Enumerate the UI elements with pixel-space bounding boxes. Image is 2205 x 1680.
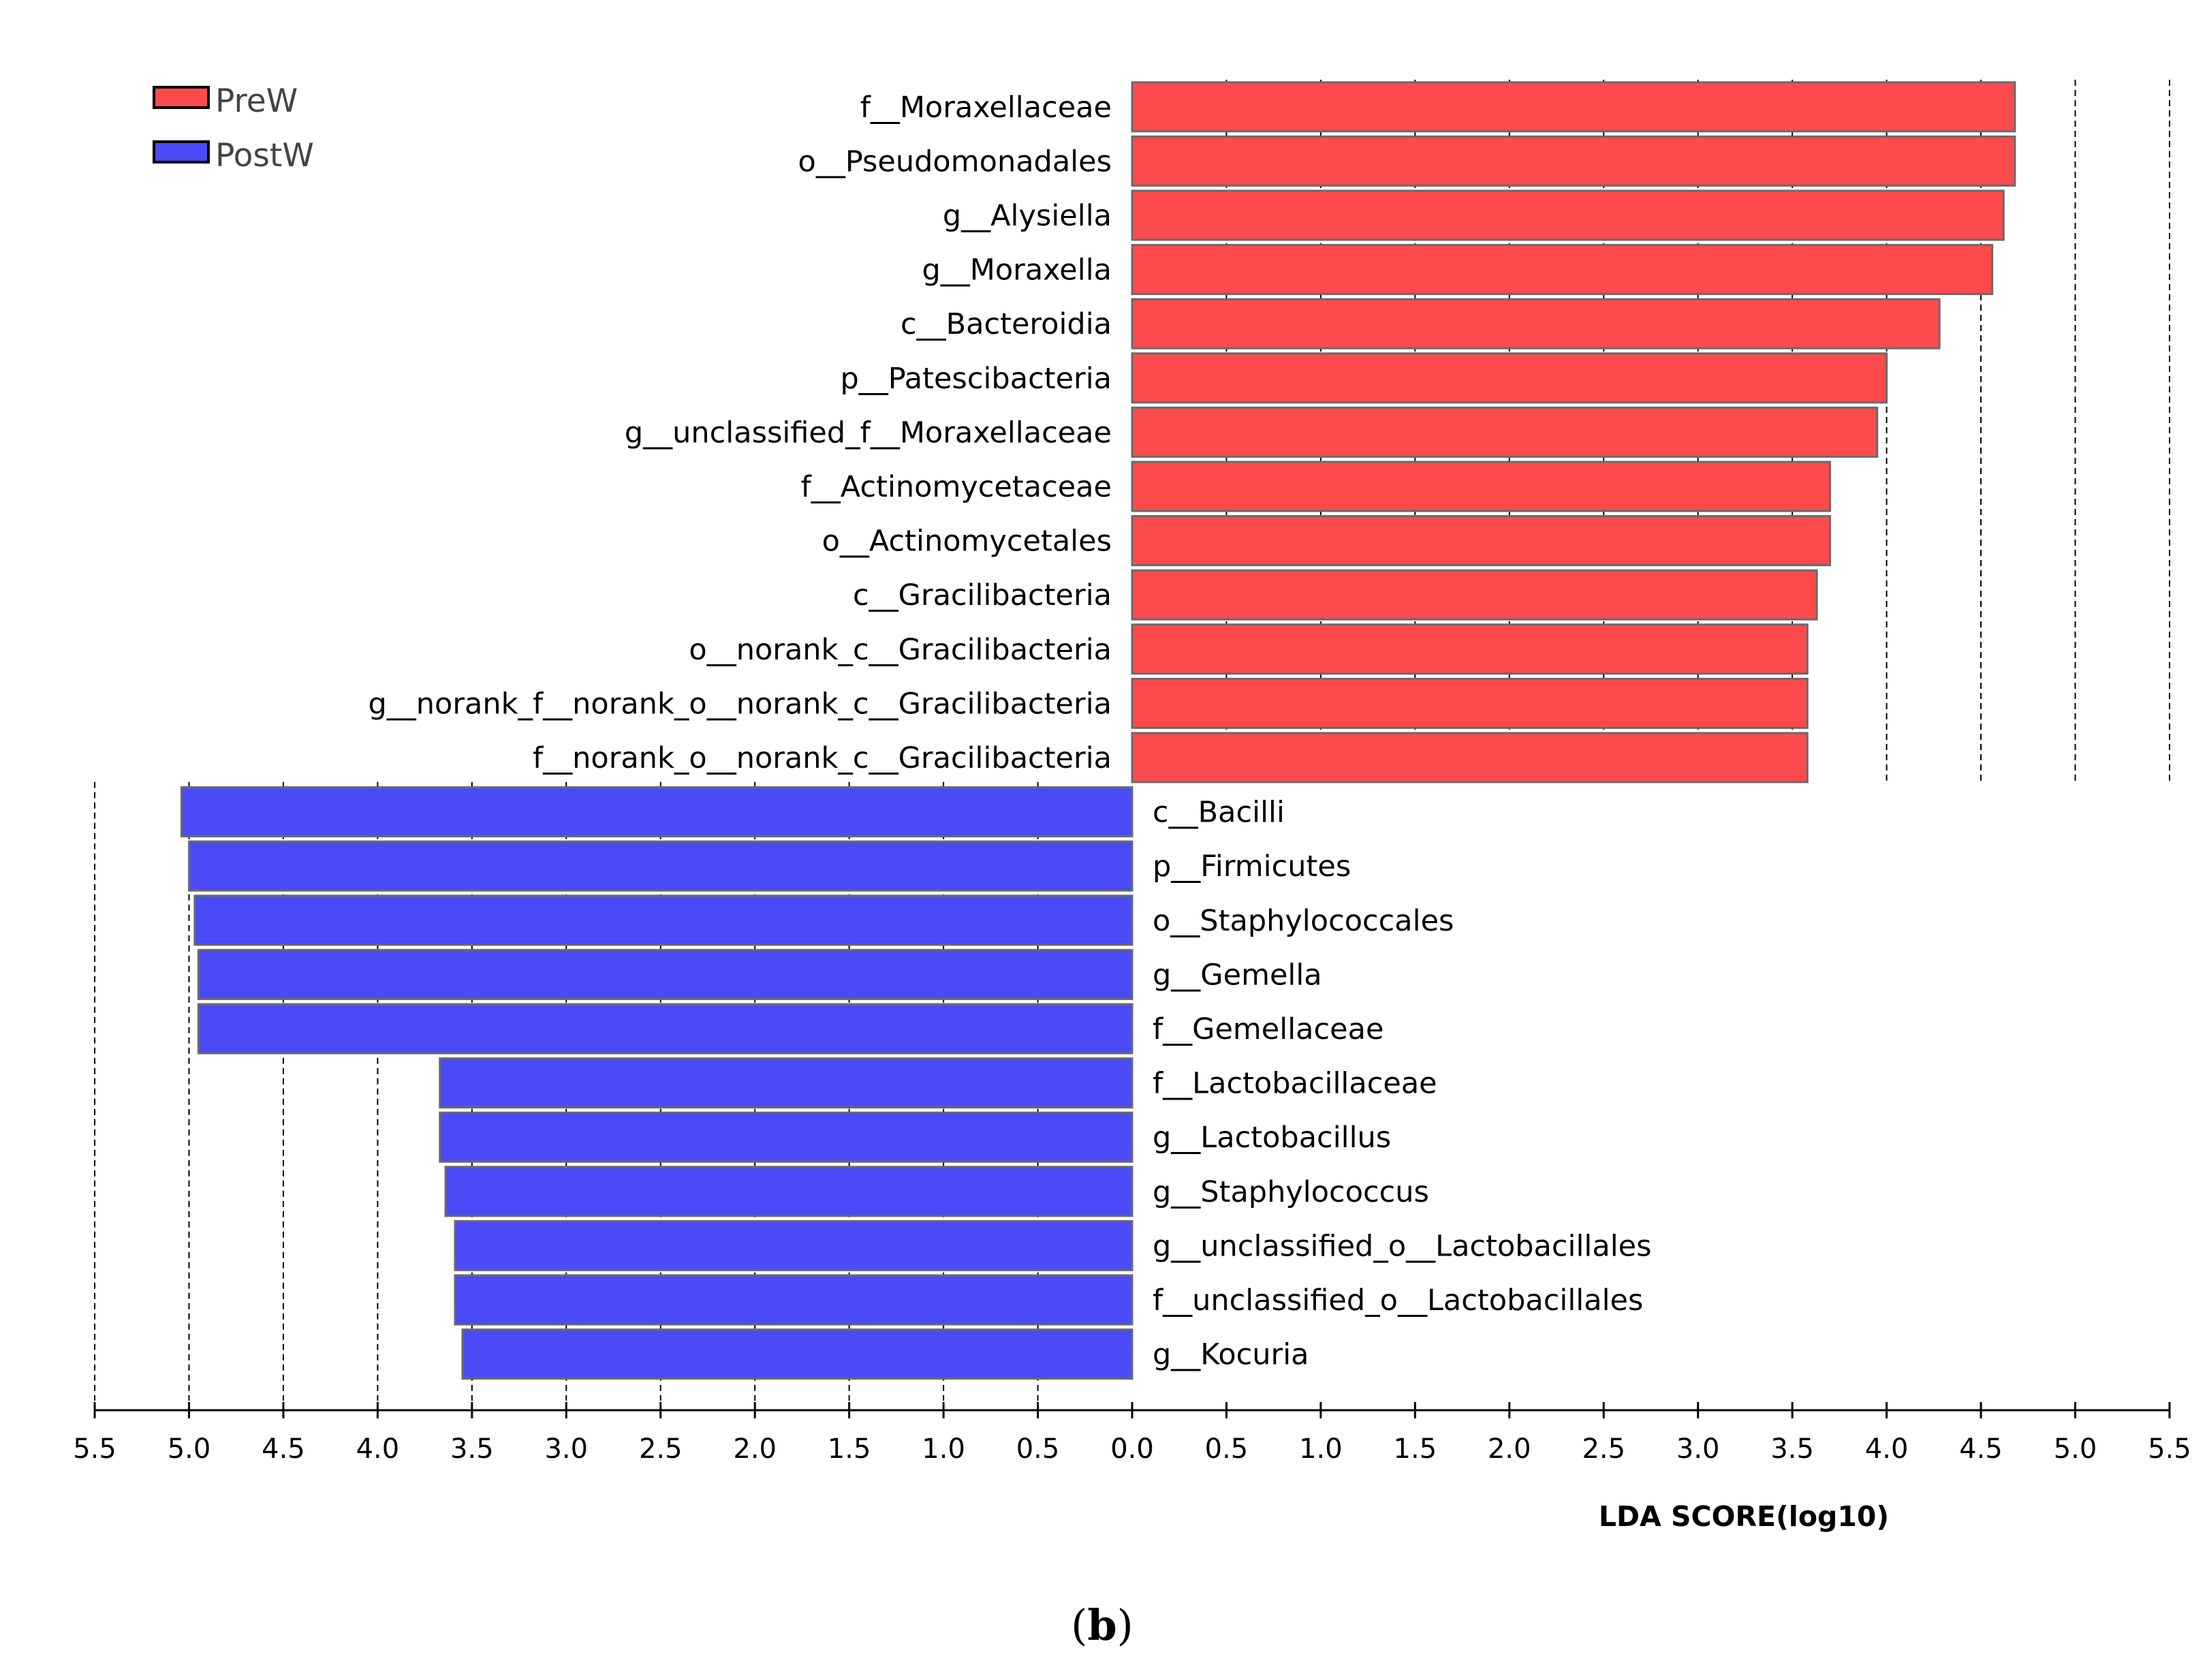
bar-postw-8 bbox=[454, 1219, 1133, 1271]
bar-prew-11 bbox=[1131, 677, 1809, 729]
label-postw-9: f__unclassified_o__Lactobacillales bbox=[1153, 1284, 1643, 1318]
bar-postw-4 bbox=[197, 1003, 1133, 1055]
legend: PreW PostW bbox=[153, 82, 314, 174]
tick-label-right-3: 1.5 bbox=[1394, 1433, 1437, 1465]
label-prew-7: f__Actinomycetaceae bbox=[801, 470, 1112, 504]
bar-postw-9 bbox=[454, 1274, 1133, 1326]
label-postw-4: f__Gemellaceae bbox=[1153, 1012, 1383, 1046]
label-prew-9: c__Gracilibacteria bbox=[853, 578, 1112, 612]
tick-label-right-2: 1.0 bbox=[1299, 1433, 1343, 1465]
label-postw-5: f__Lactobacillaceae bbox=[1153, 1067, 1437, 1101]
x-axis: 5.5 5.0 4.5 4.0 3.5 3.0 2.5 2.0 1.5 1.0 0.5 0.00.0 0… bbox=[73, 1402, 2191, 1465]
tick-label-right-7: 3.5 bbox=[1770, 1433, 1814, 1465]
label-postw-0: c__Bacilli bbox=[1153, 796, 1285, 830]
tick-label-right-0: 0.0 bbox=[1110, 1433, 1154, 1465]
tick-label-right-11: 5.5 bbox=[2148, 1433, 2191, 1465]
tick-label-left-8: 1.5 bbox=[828, 1433, 871, 1465]
label-prew-2: g__Alysiella bbox=[943, 199, 1112, 233]
bar-postw-7 bbox=[444, 1166, 1133, 1217]
label-postw-7: g__Staphylococcus bbox=[1153, 1175, 1429, 1209]
tick-label-left-10: 0.5 bbox=[1016, 1433, 1060, 1465]
tick-label-right-10: 5.0 bbox=[2054, 1433, 2097, 1465]
bar-postw-0 bbox=[180, 786, 1133, 838]
label-prew-0: f__Moraxellaceae bbox=[860, 91, 1112, 125]
bar-prew-10 bbox=[1131, 623, 1809, 675]
bar-postw-10 bbox=[461, 1328, 1133, 1380]
figure-caption: (b) bbox=[1071, 1600, 1133, 1650]
label-prew-11: g__norank_f__norank_o__norank_c__Gracili… bbox=[368, 687, 1112, 721]
label-postw-3: g__Gemella bbox=[1153, 958, 1322, 992]
tick-label-left-5: 3.0 bbox=[544, 1433, 588, 1465]
caption-letter: b bbox=[1087, 1600, 1116, 1650]
tick-label-right-8: 4.0 bbox=[1865, 1433, 1909, 1465]
label-prew-5: p__Patescibacteria bbox=[840, 362, 1112, 396]
legend-label-prew: PreW bbox=[215, 82, 298, 120]
label-prew-1: o__Pseudomonadales bbox=[798, 144, 1112, 178]
tick-label-left-4: 3.5 bbox=[450, 1433, 494, 1465]
bar-prew-5 bbox=[1131, 352, 1888, 404]
tick-label-right-9: 4.5 bbox=[1959, 1433, 2003, 1465]
bars bbox=[180, 81, 2016, 1380]
label-prew-4: c__Bacteroidia bbox=[901, 307, 1112, 341]
label-prew-12: f__norank_o__norank_c__Gracilibacteria bbox=[533, 741, 1112, 775]
caption-close: ) bbox=[1117, 1600, 1133, 1650]
bar-prew-3 bbox=[1131, 244, 1994, 296]
tick-label-right-1: 0.5 bbox=[1205, 1433, 1249, 1465]
tick-label-left-0: 5.5 bbox=[73, 1433, 116, 1465]
caption-open: ( bbox=[1071, 1600, 1087, 1650]
bar-prew-0 bbox=[1131, 81, 2016, 133]
tick-label-right-6: 3.0 bbox=[1676, 1433, 1720, 1465]
tick-label-left-1: 5.0 bbox=[168, 1433, 211, 1465]
bar-postw-6 bbox=[439, 1111, 1133, 1163]
legend-swatch-prew bbox=[153, 86, 210, 109]
tick-label-right-4: 2.0 bbox=[1488, 1433, 1531, 1465]
label-postw-6: g__Lactobacillus bbox=[1153, 1121, 1391, 1155]
label-prew-10: o__norank_c__Gracilibacteria bbox=[689, 633, 1112, 667]
tick-label-left-7: 2.0 bbox=[733, 1433, 777, 1465]
bar-postw-1 bbox=[188, 840, 1133, 892]
bar-prew-2 bbox=[1131, 189, 2005, 241]
bar-prew-4 bbox=[1131, 298, 1941, 349]
label-prew-3: g__Moraxella bbox=[922, 253, 1112, 287]
bar-prew-6 bbox=[1131, 406, 1879, 458]
tick-label-right-5: 2.5 bbox=[1582, 1433, 1625, 1465]
bar-prew-1 bbox=[1131, 135, 2016, 187]
tick-label-left-11: 0.0 bbox=[1110, 1433, 1154, 1465]
legend-label-postw: PostW bbox=[215, 137, 314, 174]
bar-prew-9 bbox=[1131, 569, 1818, 621]
tick-label-left-2: 4.5 bbox=[262, 1433, 305, 1465]
label-prew-6: g__unclassified_f__Moraxellaceae bbox=[625, 416, 1112, 450]
tick-label-left-3: 4.0 bbox=[356, 1433, 400, 1465]
label-postw-2: o__Staphylococcales bbox=[1153, 904, 1454, 938]
legend-swatch-postw bbox=[153, 140, 210, 164]
label-prew-8: o__Actinomycetales bbox=[822, 525, 1112, 559]
tick-label-left-9: 1.0 bbox=[922, 1433, 965, 1465]
label-postw-8: g__unclassified_o__Lactobacillales bbox=[1153, 1229, 1652, 1263]
x-axis-title: LDA SCORE(log10) bbox=[1599, 1500, 1889, 1533]
bar-prew-8 bbox=[1131, 515, 1832, 567]
bar-postw-2 bbox=[193, 895, 1133, 946]
tick-label-left-6: 2.5 bbox=[639, 1433, 683, 1465]
bar-postw-5 bbox=[439, 1057, 1133, 1109]
bar-prew-12 bbox=[1131, 732, 1809, 783]
label-postw-1: p__Firmicutes bbox=[1153, 850, 1351, 884]
bar-postw-3 bbox=[197, 948, 1133, 1000]
bar-prew-7 bbox=[1131, 461, 1832, 512]
label-postw-10: g__Kocuria bbox=[1153, 1338, 1309, 1372]
category-labels: f__Moraxellaceae o__Pseudomonadales g__Aly… bbox=[368, 91, 1651, 1372]
